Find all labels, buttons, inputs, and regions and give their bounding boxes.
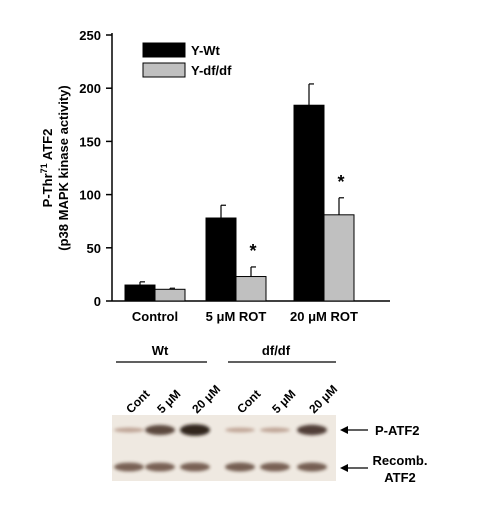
lane-label: 20 μM (189, 382, 223, 416)
legend-label-y-wt: Y-Wt (191, 43, 221, 58)
blot-band (260, 427, 290, 433)
blot-panel: Wt df/df Cont 5 μM 20 μM Cont 5 μM 20 μM P-AT… (112, 343, 427, 485)
bar-y-dfdf-1 (235, 276, 267, 302)
bar-y-wt-2 (293, 104, 325, 302)
lane-label: 5 μM (154, 387, 183, 416)
x-category-labels: Control 5 μM ROT 20 μM ROT (132, 309, 358, 324)
blot-band (225, 427, 255, 433)
lane-label: Cont (234, 387, 263, 416)
legend-swatch-y-wt (142, 42, 186, 58)
blot-band (145, 462, 175, 472)
lane-label: 20 μM (306, 382, 340, 416)
membrane-background (112, 415, 336, 481)
y-tick-label: 100 (79, 188, 101, 203)
group-label-dfdf: df/df (262, 343, 291, 358)
lane-label: 5 μM (269, 387, 298, 416)
lane-label: Cont (123, 387, 152, 416)
lane-labels: Cont 5 μM 20 μM Cont 5 μM 20 μM (123, 382, 340, 416)
blot-band (297, 424, 327, 436)
blot-band (180, 462, 210, 472)
y-tick-label: 200 (79, 81, 101, 96)
y-tick-label: 50 (87, 241, 101, 256)
bars (124, 104, 355, 302)
blot-band (180, 424, 210, 436)
legend-label-y-dfdf: Y-df/df (191, 63, 232, 78)
arrow-head-recomb-atf2 (340, 464, 348, 472)
blot-band (225, 462, 255, 472)
x-category-label: Control (132, 309, 178, 324)
row-label-recomb: Recomb. (373, 453, 428, 468)
y-axis-title: P-Thr71 ATF2 (p38 MAPK kinase activity) (39, 85, 71, 250)
error-bars (139, 83, 344, 290)
legend-swatch-y-dfdf (142, 62, 186, 78)
group-label-wt: Wt (152, 343, 169, 358)
bar-y-wt-0 (124, 284, 156, 302)
x-category-label: 20 μM ROT (290, 309, 358, 324)
bands (114, 424, 327, 472)
row-label-p-atf2: P-ATF2 (375, 423, 420, 438)
bar-y-dfdf-0 (154, 288, 186, 302)
significance-star: * (337, 172, 344, 192)
y-tick-label: 150 (79, 134, 101, 149)
blot-band (145, 425, 175, 435)
blot-band (297, 462, 327, 472)
x-category-label: 5 μM ROT (206, 309, 267, 324)
blot-band (114, 462, 144, 472)
row-label-atf2: ATF2 (384, 470, 416, 485)
blot-band (260, 462, 290, 472)
y-tick-label: 0 (94, 294, 101, 309)
significance-markers: ** (249, 172, 344, 261)
bar-y-wt-1 (205, 217, 237, 302)
y-axis-title-line1: P-Thr71 ATF2 (39, 129, 55, 208)
arrow-head-p-atf2 (340, 426, 348, 434)
y-ticks: 0 50 100 150 200 250 (79, 28, 112, 309)
blot-band (114, 427, 144, 433)
legend: Y-Wt Y-df/df (142, 42, 232, 78)
y-axis-title-line2: (p38 MAPK kinase activity) (56, 85, 71, 250)
bar-y-dfdf-2 (323, 214, 355, 302)
significance-star: * (249, 241, 256, 261)
y-tick-label: 250 (79, 28, 101, 43)
